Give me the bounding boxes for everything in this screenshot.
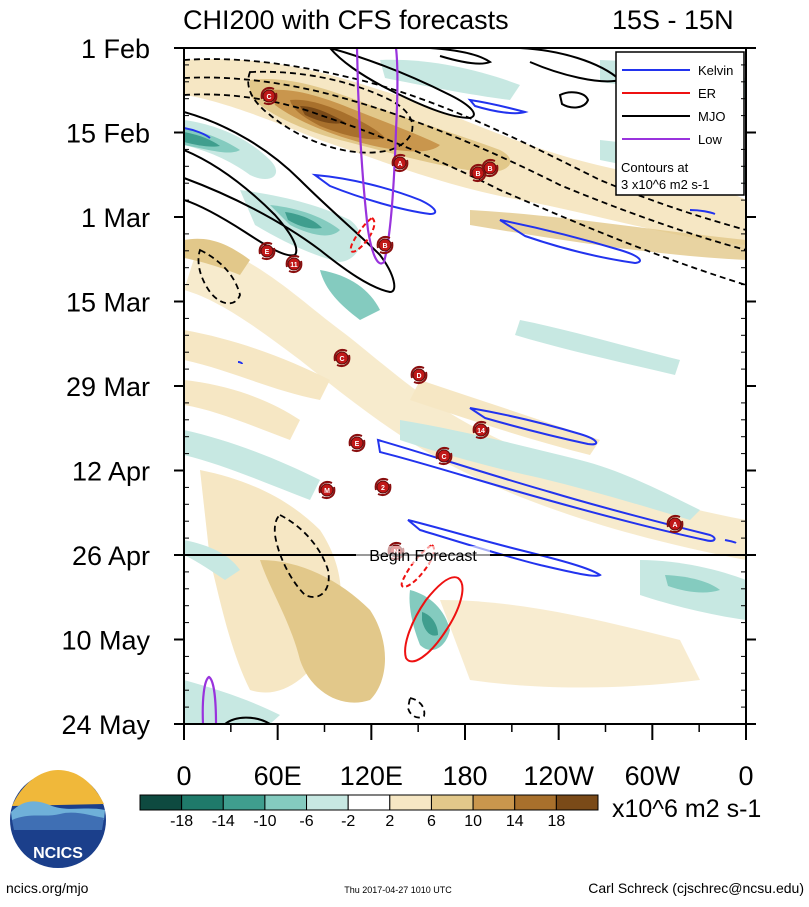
- storm-marker: E: [348, 434, 366, 452]
- y-tick-label: 10 May: [61, 626, 150, 656]
- colorbar-tick-label: -2: [341, 813, 355, 830]
- chart-title: CHI200 with CFS forecasts: [183, 5, 509, 35]
- x-tick-label: 120E: [340, 761, 403, 791]
- storm-marker: C: [260, 87, 278, 105]
- colorbar-tick-label: 18: [547, 813, 565, 830]
- storm-marker: 2: [374, 478, 392, 496]
- colorbar-swatch: [472, 794, 516, 811]
- y-tick-label: 1 Mar: [81, 203, 150, 233]
- forecast-label: Begin Forecast: [369, 548, 477, 565]
- storm-marker-label: A: [672, 522, 677, 529]
- colorbar-tick-label: -14: [212, 813, 235, 830]
- y-tick-label: 15 Mar: [66, 288, 150, 318]
- y-tick-label: 15 Feb: [66, 119, 150, 149]
- ncics-logo: NCICS: [10, 770, 106, 868]
- y-tick-label: 29 Mar: [66, 372, 150, 402]
- colorbar-tick-label: 10: [464, 813, 482, 830]
- storm-markers: CABBE11BCD14ECM2AN: [258, 87, 684, 560]
- legend-note: Contours at: [621, 160, 689, 175]
- storm-marker-label: C: [266, 94, 271, 101]
- colorbar-swatch: [181, 794, 224, 811]
- x-tick-label: 60E: [254, 761, 302, 791]
- storm-marker-label: B: [487, 166, 492, 173]
- colorbar-units: x10^6 m2 s-1: [612, 795, 761, 823]
- colorbar: -18 -14 -10 -6 -2 2 6 10 14 18 x10^6 m2 s-1: [139, 794, 761, 830]
- storm-marker: D: [410, 366, 428, 384]
- y-tick-label: 12 Apr: [72, 457, 150, 487]
- colorbar-swatch: [306, 794, 349, 811]
- storm-marker-label: 14: [477, 428, 485, 435]
- storm-marker-label: M: [324, 488, 330, 495]
- er-contours: [349, 216, 464, 663]
- x-tick-label: 0: [176, 761, 191, 791]
- storm-marker: 11: [285, 255, 303, 273]
- storm-marker: B: [481, 159, 499, 177]
- footer-author: Carl Schreck (cjschrec@ncsu.edu): [588, 880, 804, 896]
- y-tick-label: 24 May: [61, 710, 150, 740]
- x-axis: 0 60E 120E 180 120W 60W 0: [176, 724, 754, 791]
- legend-label: MJO: [698, 109, 725, 124]
- legend-label: Low: [698, 132, 722, 147]
- storm-marker: B: [376, 236, 394, 254]
- storm-marker: A: [391, 154, 409, 172]
- colorbar-tick-label: -18: [170, 813, 193, 830]
- storm-marker-label: A: [397, 161, 402, 168]
- colorbar-tick-label: 14: [506, 813, 524, 830]
- storm-marker-label: D: [416, 373, 421, 380]
- colorbar-tick-label: 6: [427, 813, 436, 830]
- colorbar-tick-label: 2: [385, 813, 394, 830]
- colorbar-swatch: [264, 794, 308, 811]
- kelvin-contours: [184, 98, 737, 577]
- legend-label: Kelvin: [698, 63, 733, 78]
- x-tick-label: 120W: [523, 761, 594, 791]
- storm-marker-label: B: [382, 243, 387, 250]
- colorbar-swatch: [389, 794, 432, 811]
- x-tick-label: 180: [442, 761, 487, 791]
- storm-marker-label: 11: [290, 262, 298, 269]
- storm-marker: C: [333, 349, 351, 367]
- y-tick-label: 26 Apr: [72, 541, 150, 571]
- logo-text: NCICS: [33, 845, 83, 862]
- storm-marker: E: [258, 242, 276, 260]
- footer-timestamp: Thu 2017-04-27 1010 UTC: [344, 885, 452, 895]
- storm-marker-label: E: [265, 249, 270, 256]
- colorbar-tick-label: -6: [299, 813, 313, 830]
- y-axis: 1 Feb 15 Feb 1 Mar 15 Mar 29 Mar 12 Apr 26 Apr…: [61, 34, 756, 740]
- colorbar-swatch: [222, 794, 266, 811]
- storm-marker-label: C: [441, 454, 446, 461]
- storm-marker-label: C: [339, 356, 344, 363]
- y-tick-label: 1 Feb: [81, 34, 150, 64]
- footer-site: ncics.org/mjo: [6, 880, 89, 896]
- legend-label: ER: [698, 86, 716, 101]
- low-contours: [201, 48, 399, 724]
- colorbar-swatch: [347, 794, 391, 811]
- legend-note: 3 x10^6 m2 s-1: [621, 177, 709, 192]
- colorbar-swatch: [139, 794, 183, 811]
- storm-marker: C: [435, 447, 453, 465]
- colorbar-swatch: [514, 794, 557, 811]
- chart-legend: Kelvin ER MJO Low Contours at 3 x10^6 m2 s-1: [615, 51, 745, 196]
- colorbar-swatch: [430, 794, 474, 811]
- colorbar-tick-label: -10: [253, 813, 276, 830]
- storm-marker-label: B: [475, 171, 480, 178]
- colorbar-swatch: [555, 794, 599, 811]
- region-label: 15S - 15N: [612, 5, 734, 35]
- x-tick-label: 60W: [625, 761, 681, 791]
- x-tick-label: 0: [738, 761, 753, 791]
- storm-marker-label: 2: [381, 485, 385, 492]
- storm-marker: 14: [472, 421, 490, 439]
- storm-marker-label: E: [355, 441, 360, 448]
- storm-marker: M: [318, 481, 336, 499]
- storm-marker: A: [666, 515, 684, 533]
